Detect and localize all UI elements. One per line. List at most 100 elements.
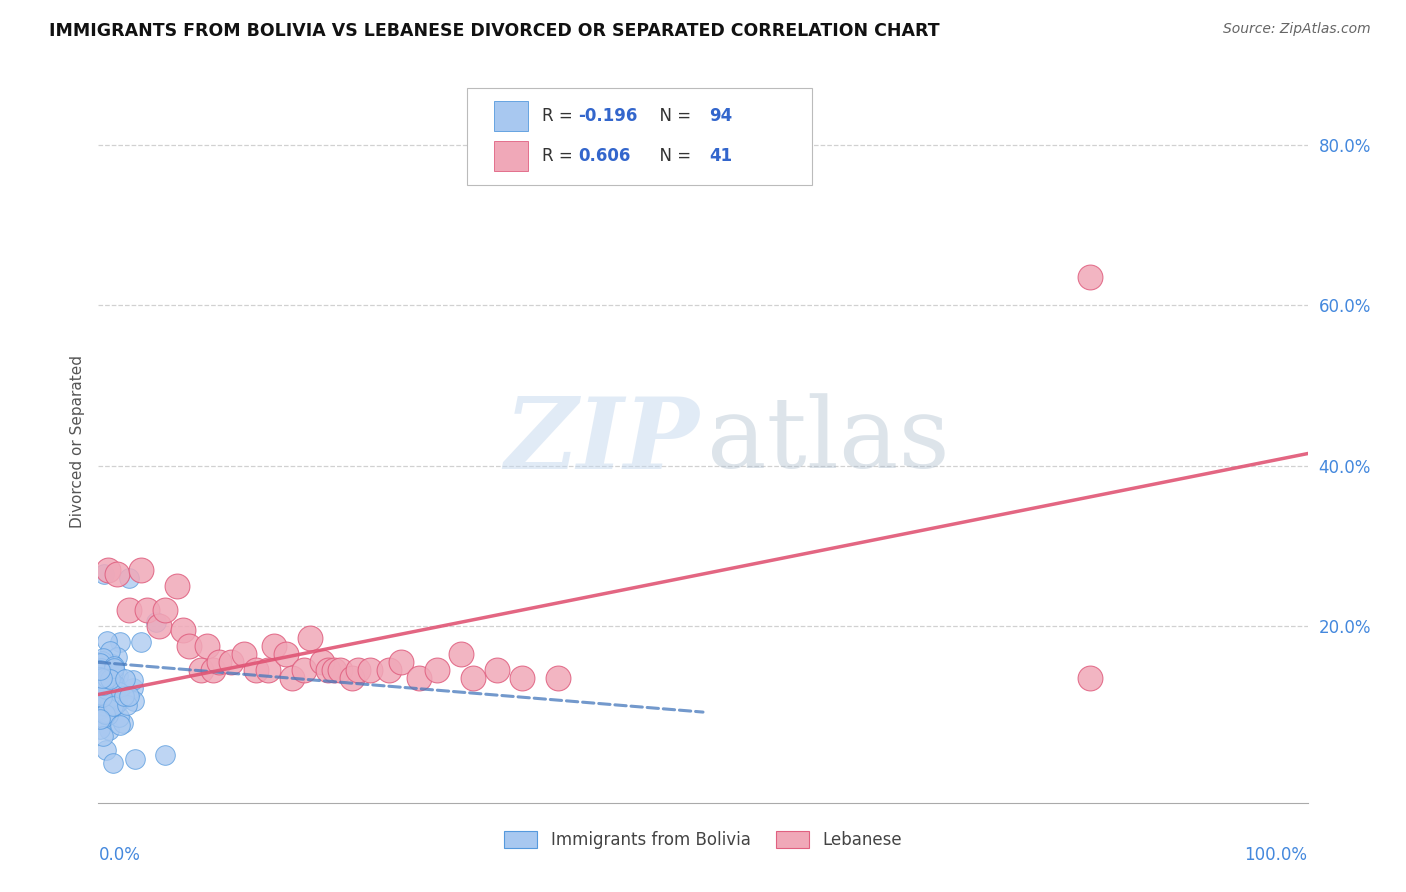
Point — [89, 695, 111, 709]
Point — [108, 635, 131, 649]
Point — [93, 686, 115, 700]
Point — [118, 571, 141, 585]
Point — [221, 655, 243, 669]
Text: R =: R = — [543, 107, 578, 125]
Point — [510, 671, 533, 685]
Point — [91, 681, 114, 695]
Point — [112, 690, 135, 705]
Point — [122, 681, 145, 695]
Point — [93, 674, 115, 689]
Point — [195, 639, 218, 653]
Point — [263, 639, 285, 653]
Point — [112, 689, 135, 703]
Point — [124, 751, 146, 765]
Point — [101, 699, 124, 714]
Point — [129, 635, 152, 649]
Point — [100, 675, 122, 690]
Point — [111, 715, 134, 730]
Text: R =: R = — [543, 146, 578, 165]
Point — [104, 691, 127, 706]
Point — [360, 664, 382, 678]
Point — [97, 691, 120, 706]
Point — [91, 678, 114, 692]
Point — [547, 671, 569, 685]
Text: -0.196: -0.196 — [578, 107, 638, 125]
Point — [118, 603, 141, 617]
Point — [256, 664, 278, 678]
Point — [89, 712, 111, 726]
Point — [110, 693, 132, 707]
Point — [129, 563, 152, 577]
Point — [91, 706, 114, 720]
Point — [1078, 269, 1101, 284]
Point — [98, 677, 121, 691]
Point — [274, 648, 297, 662]
Point — [97, 563, 120, 577]
Text: N =: N = — [648, 107, 696, 125]
Point — [103, 659, 125, 673]
Point — [103, 698, 125, 713]
Point — [93, 567, 115, 582]
Point — [1078, 671, 1101, 685]
Point — [145, 615, 167, 630]
Point — [101, 690, 124, 704]
Point — [96, 684, 118, 698]
Point — [347, 664, 370, 678]
Point — [91, 651, 114, 665]
Point — [105, 567, 128, 582]
Point — [93, 688, 115, 702]
Point — [94, 707, 117, 722]
Point — [104, 678, 127, 692]
Point — [292, 664, 315, 678]
Bar — [494, 141, 527, 171]
Point — [135, 603, 157, 617]
Point — [89, 702, 111, 716]
Point — [153, 603, 176, 617]
Text: ZIP: ZIP — [505, 393, 699, 490]
Point — [245, 664, 267, 678]
Point — [89, 676, 111, 690]
Point — [118, 690, 141, 704]
Point — [98, 643, 121, 657]
Point — [96, 671, 118, 685]
Point — [91, 689, 114, 703]
Point — [96, 634, 118, 648]
Point — [110, 717, 132, 731]
Point — [89, 663, 111, 677]
Point — [93, 673, 115, 688]
Bar — [494, 101, 527, 131]
Point — [94, 682, 117, 697]
Point — [101, 657, 124, 671]
Point — [166, 579, 188, 593]
Point — [104, 677, 127, 691]
Point — [107, 669, 129, 683]
Point — [90, 673, 112, 688]
Point — [98, 672, 121, 686]
Point — [377, 664, 399, 678]
Point — [96, 706, 118, 720]
Text: Source: ZipAtlas.com: Source: ZipAtlas.com — [1223, 22, 1371, 37]
Text: N =: N = — [648, 146, 696, 165]
Point — [91, 656, 114, 670]
Point — [93, 688, 115, 702]
Point — [94, 682, 117, 697]
Point — [179, 639, 201, 653]
Point — [89, 722, 111, 736]
Point — [101, 756, 124, 770]
Point — [148, 619, 170, 633]
Point — [104, 698, 127, 712]
Point — [450, 648, 472, 662]
Point — [91, 658, 114, 673]
Point — [299, 632, 322, 646]
Point — [90, 688, 112, 702]
Text: IMMIGRANTS FROM BOLIVIA VS LEBANESE DIVORCED OR SEPARATED CORRELATION CHART: IMMIGRANTS FROM BOLIVIA VS LEBANESE DIVO… — [49, 22, 939, 40]
Point — [408, 671, 430, 685]
Point — [232, 648, 254, 662]
Point — [281, 671, 304, 685]
Point — [389, 655, 412, 669]
Point — [90, 690, 112, 704]
Point — [107, 650, 129, 665]
Point — [97, 665, 120, 679]
Point — [107, 710, 129, 724]
Point — [426, 664, 449, 678]
